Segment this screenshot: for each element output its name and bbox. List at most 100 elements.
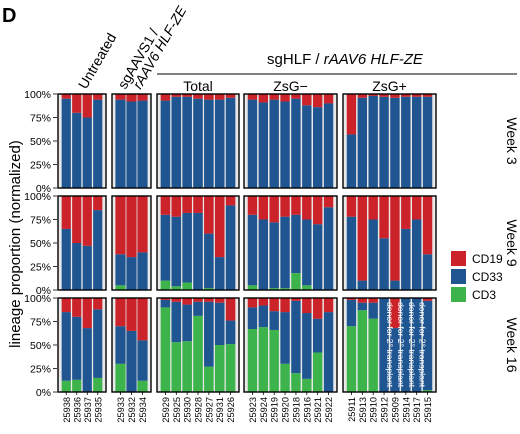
- bar-cd19: [379, 94, 389, 97]
- bar-cd3: [115, 363, 126, 392]
- bar-cd33: [214, 99, 225, 188]
- donor-bar-cd33: [411, 298, 422, 392]
- panel-frame: [342, 195, 437, 291]
- y-tick-label: 75%: [30, 215, 51, 227]
- bar-cd33: [357, 280, 368, 290]
- bar-cd33: [72, 112, 82, 188]
- group-label-untreated: Untreated: [75, 30, 120, 91]
- bar-cd33: [82, 245, 92, 290]
- bar-cd33: [204, 99, 214, 188]
- bar-cd3: [171, 342, 182, 392]
- top-group-label: sgHLF / rAAV6 HLF-ZE: [267, 51, 424, 68]
- legend-label-cd33: CD33: [472, 270, 503, 284]
- y-tick-label: 75%: [30, 317, 51, 329]
- bar-cd3: [160, 307, 171, 392]
- bar-cd33: [115, 99, 126, 188]
- bar-cd19: [160, 94, 171, 101]
- bar-cd33: [61, 98, 71, 188]
- bar-cd33: [302, 105, 312, 188]
- bar-cd19: [422, 298, 433, 301]
- bar-cd19: [302, 94, 312, 106]
- y-tick-label: 50%: [30, 238, 51, 250]
- bar-cd19: [193, 94, 203, 99]
- bar-cd19: [160, 298, 171, 300]
- bar-cd33: [137, 340, 148, 381]
- bar-cd33: [93, 99, 103, 188]
- bar-cd33: [126, 101, 137, 188]
- donor-note-text: donor for 2° transplant: [396, 302, 406, 388]
- bar-cd33: [390, 97, 400, 188]
- bar-cd33: [323, 103, 334, 188]
- top-group-label-plain: sgHLF /: [267, 51, 324, 68]
- bar-cd3: [61, 380, 71, 392]
- bar-cd19: [93, 94, 103, 100]
- bar-cd19: [204, 94, 214, 100]
- bar-cd19: [291, 94, 301, 99]
- bar-cd33: [368, 95, 378, 188]
- x-tick-label: 25910: [369, 397, 379, 423]
- bar-cd33: [182, 212, 192, 283]
- bar-cd3: [247, 285, 258, 290]
- bar-cd3: [269, 329, 279, 392]
- bar-cd19: [258, 298, 269, 306]
- bar-cd33: [171, 216, 182, 287]
- y-tick-label: 100%: [24, 191, 51, 203]
- bar-cd19: [411, 94, 422, 97]
- bar-cd3: [225, 344, 236, 392]
- bar-cd3: [193, 315, 203, 392]
- bar-cd33: [357, 302, 368, 311]
- x-tick-label: 25930: [183, 397, 193, 423]
- bar-cd3: [93, 377, 103, 392]
- bar-cd3: [160, 280, 171, 290]
- bar-cd33: [93, 210, 103, 290]
- y-tick-label: 25%: [30, 160, 51, 172]
- bar-cd19: [411, 196, 422, 220]
- panel-frame: [342, 93, 437, 189]
- y-tick-label: 100%: [24, 89, 51, 101]
- bar-cd19: [346, 196, 357, 217]
- x-tick-label: 25938: [62, 397, 72, 423]
- bar-cd19: [72, 196, 82, 243]
- bar-cd19: [379, 196, 389, 239]
- y-tick-label: 50%: [30, 136, 51, 148]
- bar-cd33: [269, 99, 279, 188]
- x-tick-label: 25936: [72, 397, 82, 423]
- bar-cd33: [214, 257, 225, 290]
- bar-cd19: [82, 298, 92, 329]
- bar-cd33: [302, 313, 312, 379]
- y-tick-label: 25%: [30, 262, 51, 274]
- bar-cd19: [323, 196, 334, 208]
- bar-cd19: [368, 196, 378, 220]
- x-tick-label: 25913: [358, 397, 368, 423]
- bar-cd19: [204, 196, 214, 234]
- bar-cd33: [411, 96, 422, 188]
- bar-cd33: [258, 305, 269, 328]
- panel-frame: [57, 93, 107, 189]
- x-tick-label: 25926: [226, 397, 236, 423]
- bar-cd19: [126, 196, 137, 258]
- bar-cd33: [323, 207, 334, 290]
- panel-background: [244, 94, 337, 188]
- bar-cd3: [137, 380, 148, 392]
- bar-cd19: [214, 196, 225, 258]
- bar-cd19: [171, 196, 182, 217]
- panel-frame: [111, 93, 152, 189]
- bar-cd19: [137, 196, 148, 253]
- bar-cd19: [280, 196, 290, 217]
- bar-cd3: [291, 273, 301, 290]
- bar-cd33: [346, 134, 357, 188]
- donor-note-text: donor for 2° transplant: [407, 302, 417, 388]
- bar-cd33: [193, 98, 203, 188]
- bar-cd3: [346, 326, 357, 392]
- bar-cd19: [126, 298, 137, 331]
- bar-cd19: [137, 94, 148, 101]
- bar-cd33: [368, 302, 378, 319]
- bar-cd19: [171, 298, 182, 302]
- bar-cd3: [357, 310, 368, 392]
- x-tick-label: 25920: [281, 397, 291, 423]
- bar-cd33: [357, 97, 368, 188]
- row-label-week: Week 3: [504, 117, 520, 164]
- panel-frame: [156, 195, 240, 291]
